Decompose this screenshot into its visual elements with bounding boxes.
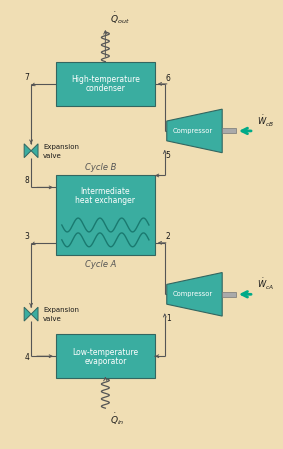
- Text: evaporator: evaporator: [84, 357, 127, 365]
- Text: $\dot{Q}_{in}$: $\dot{Q}_{in}$: [110, 411, 125, 427]
- Text: heat exchanger: heat exchanger: [75, 196, 135, 205]
- Text: Expansion: Expansion: [43, 307, 79, 313]
- Text: 6: 6: [166, 74, 171, 83]
- Text: 3: 3: [24, 232, 29, 241]
- Text: High-temperature: High-temperature: [71, 75, 140, 84]
- Polygon shape: [167, 273, 222, 316]
- Text: $\dot{W}_{cA}$: $\dot{W}_{cA}$: [257, 277, 274, 292]
- Text: 1: 1: [166, 314, 171, 323]
- Text: Compressor: Compressor: [172, 291, 213, 297]
- Bar: [56, 62, 155, 106]
- Text: $\dot{W}_{cB}$: $\dot{W}_{cB}$: [257, 114, 274, 129]
- Text: Compressor: Compressor: [172, 128, 213, 134]
- Bar: [56, 334, 155, 379]
- Polygon shape: [167, 109, 222, 153]
- Text: valve: valve: [43, 153, 62, 158]
- Text: Expansion: Expansion: [43, 144, 79, 150]
- Bar: [222, 128, 236, 133]
- Text: condenser: condenser: [85, 84, 125, 93]
- Polygon shape: [31, 307, 38, 321]
- Bar: [56, 176, 155, 255]
- Text: Intermediate: Intermediate: [81, 187, 130, 196]
- Text: 7: 7: [24, 73, 29, 82]
- Text: 8: 8: [24, 176, 29, 185]
- Text: 4: 4: [24, 353, 29, 362]
- Text: Cycle A: Cycle A: [85, 260, 116, 269]
- Polygon shape: [24, 307, 31, 321]
- Text: Cycle B: Cycle B: [85, 163, 116, 172]
- Text: 5: 5: [166, 151, 171, 160]
- Polygon shape: [24, 144, 31, 158]
- Bar: [222, 292, 236, 297]
- Polygon shape: [31, 144, 38, 158]
- Text: Low-temperature: Low-temperature: [72, 348, 138, 357]
- Text: valve: valve: [43, 316, 62, 322]
- Text: $\dot{Q}_{out}$: $\dot{Q}_{out}$: [110, 10, 130, 26]
- Text: 2: 2: [166, 232, 171, 241]
